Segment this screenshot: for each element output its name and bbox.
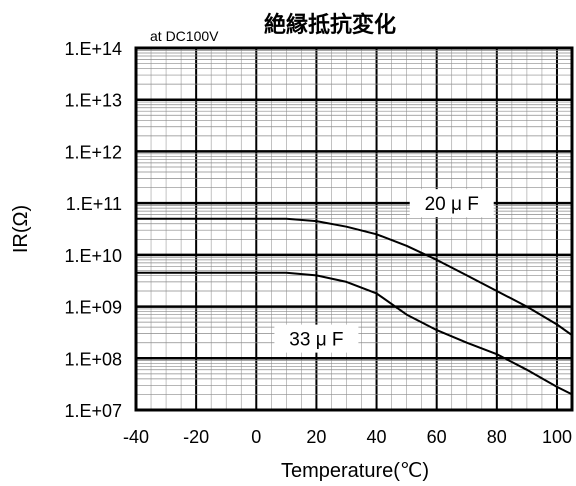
- series-label-1: 20 μ F: [425, 194, 479, 215]
- y-tick-label: 1.E+09: [64, 298, 122, 318]
- x-tick-label: 80: [487, 427, 507, 447]
- series-label-bg-2: [274, 324, 359, 353]
- x-tick-label: 40: [367, 427, 387, 447]
- chart-title: 絶縁抵抗変化: [264, 12, 396, 38]
- y-tick-labels: 1.E+07 1.E+08 1.E+09 1.E+10 1.E+11 1.E+12 1.E+…: [64, 39, 122, 421]
- x-tick-labels: -40 -20 0 20 40 60 80 100: [123, 427, 572, 447]
- y-tick-label: 1.E+10: [64, 246, 122, 266]
- x-tick-label: 20: [306, 427, 326, 447]
- y-tick-label: 1.E+07: [64, 401, 122, 421]
- y-tick-label: 1.E+08: [64, 349, 122, 369]
- x-tick-label: 100: [542, 427, 572, 447]
- y-tick-label: 1.E+13: [64, 91, 122, 111]
- series-line-1: [136, 217, 573, 337]
- y-tick-label: 1.E+14: [64, 39, 122, 59]
- series-label-2: 33 μ F: [289, 330, 343, 351]
- series-lines: [136, 217, 573, 396]
- x-axis-label: Temperature(℃): [281, 460, 429, 482]
- y-tick-label: 1.E+11: [66, 194, 122, 214]
- y-axis-label: IR(Ω): [10, 205, 32, 253]
- x-tick-label: -40: [123, 427, 149, 447]
- series-labels: 20 μ F 33 μ F: [274, 189, 494, 353]
- series-line-2: [136, 271, 573, 396]
- plot-frame: [134, 46, 574, 412]
- grid: [136, 48, 572, 410]
- chart-note: at DC100V: [150, 28, 219, 44]
- x-tick-label: -20: [183, 427, 209, 447]
- x-tick-label: 0: [251, 427, 261, 447]
- x-tick-label: 60: [427, 427, 447, 447]
- series-label-bg-1: [409, 189, 494, 218]
- y-tick-label: 1.E+12: [64, 142, 122, 162]
